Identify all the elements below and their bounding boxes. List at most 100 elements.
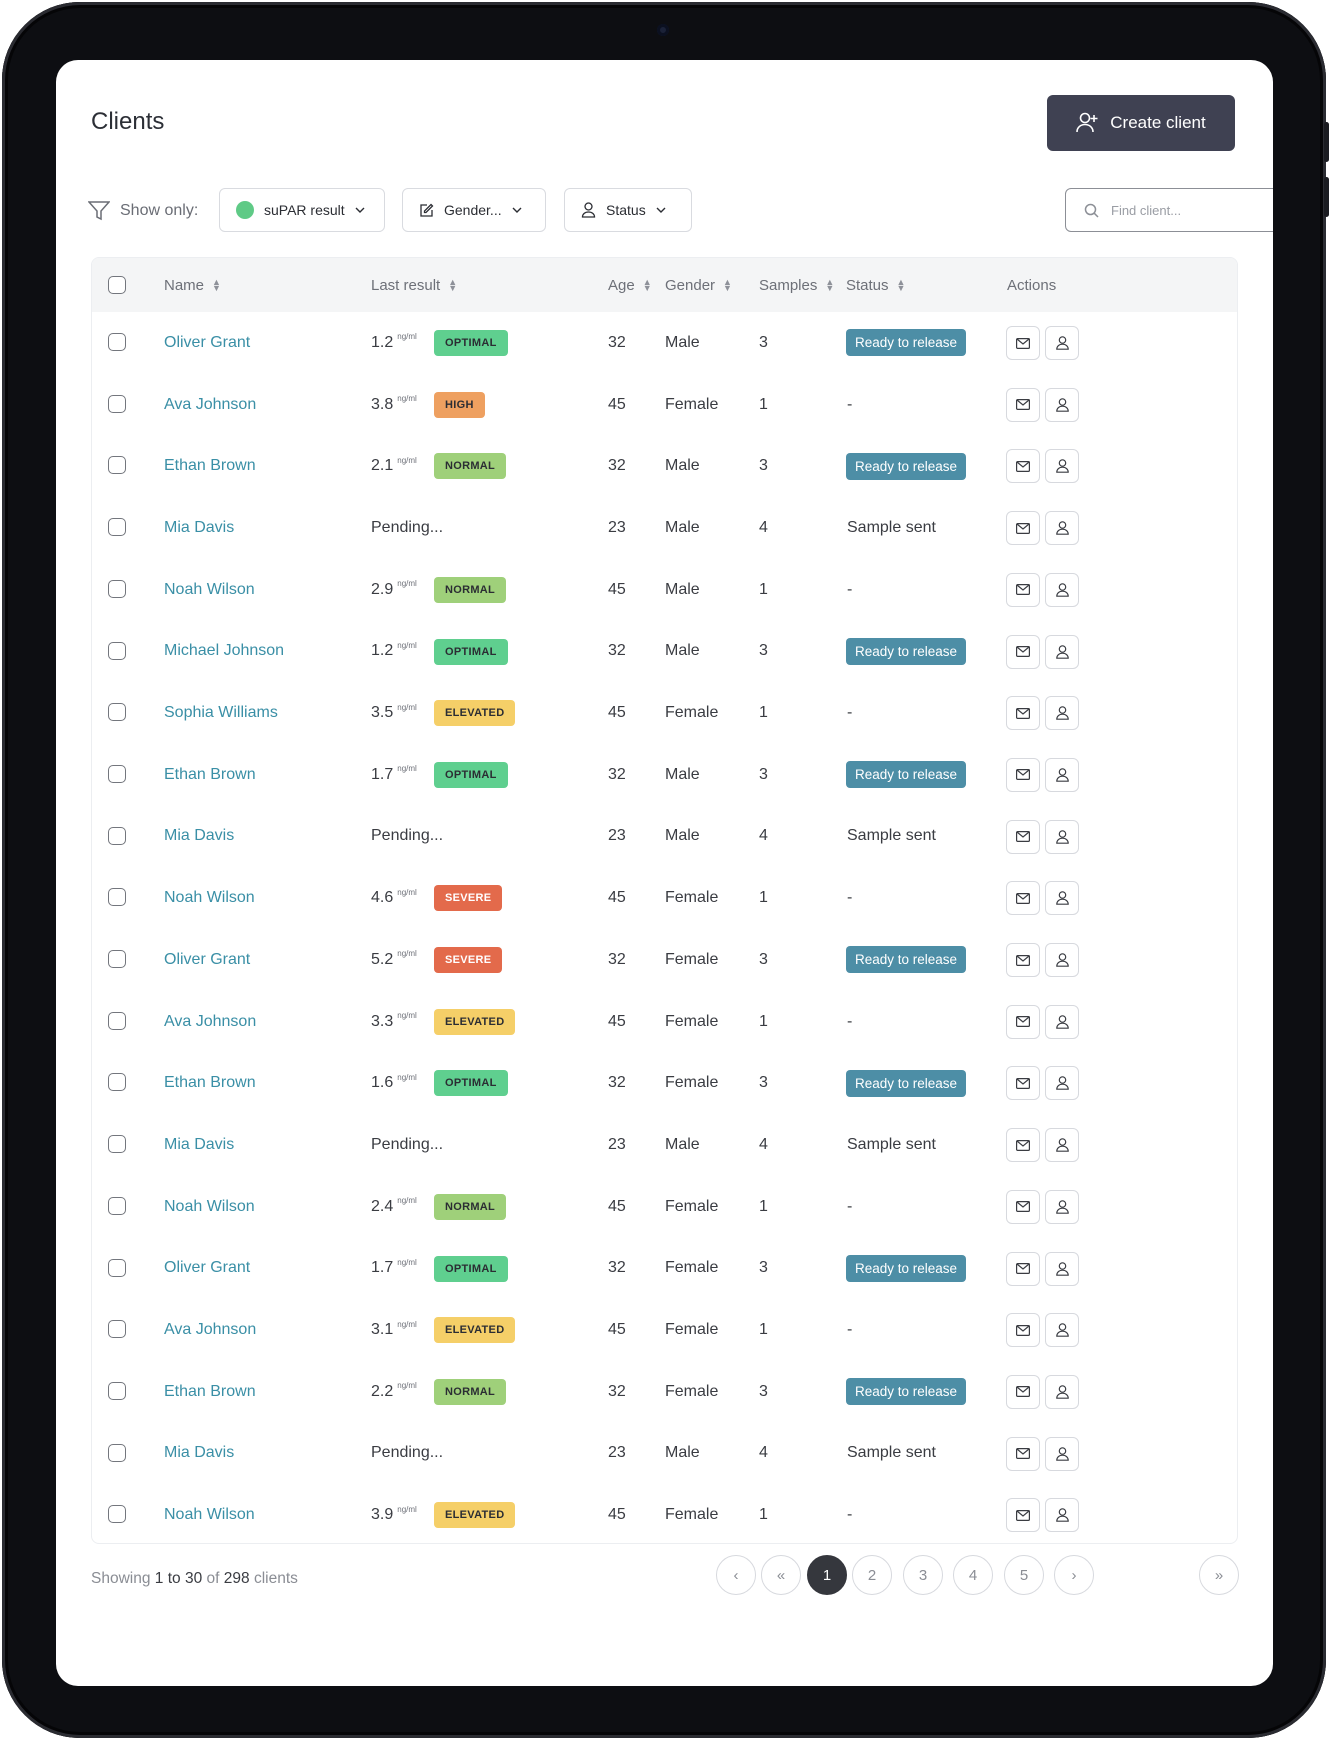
search-box[interactable] (1065, 188, 1273, 232)
view-client-button[interactable] (1045, 943, 1079, 977)
column-header-age[interactable]: Age ▲ ▼ (608, 258, 652, 312)
status-filter[interactable]: Status (564, 188, 692, 232)
email-client-button[interactable] (1006, 1004, 1040, 1039)
row-checkbox[interactable] (108, 333, 126, 351)
email-client-button[interactable] (1006, 634, 1040, 669)
supar-result-filter[interactable]: suPAR result (219, 188, 385, 232)
client-name-link[interactable]: Mia Davis (164, 518, 235, 536)
client-name-link[interactable]: Ethan Brown (164, 1382, 256, 1400)
last-page-button[interactable]: » (1199, 1555, 1239, 1595)
row-checkbox[interactable] (108, 394, 126, 413)
client-name-link[interactable]: Mia Davis (164, 1444, 235, 1462)
view-client-button[interactable] (1045, 1189, 1079, 1224)
first-page-button[interactable]: « (761, 1555, 801, 1595)
client-name-link[interactable]: Oliver Grant (164, 1259, 251, 1277)
client-name-link[interactable]: Noah Wilson (164, 1506, 255, 1524)
view-client-button[interactable] (1045, 881, 1079, 916)
row-checkbox[interactable] (108, 1443, 126, 1462)
search-input[interactable] (1109, 201, 1273, 219)
row-checkbox[interactable] (108, 1258, 126, 1277)
view-client-button[interactable] (1045, 572, 1079, 607)
page-button-4[interactable]: 4 (953, 1555, 993, 1595)
client-name-link[interactable]: Michael Johnson (164, 642, 285, 660)
row-checkbox[interactable] (108, 641, 126, 660)
page-button-2[interactable]: 2 (852, 1555, 892, 1595)
view-client-button[interactable] (1045, 326, 1079, 360)
view-client-button[interactable] (1045, 1128, 1079, 1163)
view-client-button[interactable] (1045, 1436, 1079, 1471)
view-client-button[interactable] (1045, 696, 1079, 731)
email-client-button[interactable] (1006, 326, 1040, 360)
email-client-button[interactable] (1006, 757, 1040, 792)
view-client-button[interactable] (1045, 387, 1079, 422)
email-client-button[interactable] (1006, 696, 1040, 731)
gender-filter[interactable]: Gender... (402, 188, 546, 232)
client-name-link[interactable]: Oliver Grant (164, 333, 251, 351)
page-button-1[interactable]: 1 (807, 1555, 847, 1595)
client-name-link[interactable]: Ava Johnson (164, 1012, 257, 1030)
client-name-link[interactable]: Ethan Brown (164, 765, 256, 783)
row-checkbox[interactable] (108, 1196, 126, 1215)
column-header-status[interactable]: Status ▲ ▼ (846, 258, 905, 312)
row-checkbox[interactable] (108, 950, 126, 968)
client-name-link[interactable]: Mia Davis (164, 827, 235, 845)
client-name-link[interactable]: Ethan Brown (164, 1074, 256, 1092)
row-checkbox[interactable] (108, 518, 126, 537)
view-client-button[interactable] (1045, 819, 1079, 854)
email-client-button[interactable] (1006, 1436, 1040, 1471)
row-checkbox[interactable] (108, 764, 126, 783)
email-client-button[interactable] (1006, 1313, 1040, 1348)
email-client-button[interactable] (1006, 1251, 1040, 1286)
view-client-button[interactable] (1045, 1374, 1079, 1409)
view-client-button[interactable] (1045, 1313, 1079, 1348)
client-name-link[interactable]: Sophia Williams (164, 704, 278, 722)
view-client-button[interactable] (1045, 757, 1079, 792)
email-client-button[interactable] (1006, 1498, 1040, 1533)
email-client-button[interactable] (1006, 1128, 1040, 1163)
email-client-button[interactable] (1006, 881, 1040, 916)
select-all-checkbox[interactable] (108, 276, 126, 294)
client-name-link[interactable]: Ava Johnson (164, 1321, 257, 1339)
row-checkbox[interactable] (108, 1320, 126, 1339)
column-header-name[interactable]: Name ▲ ▼ (164, 258, 221, 312)
client-name-link[interactable]: Ava Johnson (164, 395, 257, 413)
email-client-button[interactable] (1006, 1189, 1040, 1224)
email-client-button[interactable] (1006, 449, 1040, 484)
email-client-button[interactable] (1006, 572, 1040, 607)
create-client-button[interactable]: Create client (1047, 95, 1235, 151)
row-checkbox[interactable] (108, 1135, 126, 1154)
email-client-button[interactable] (1006, 511, 1040, 546)
view-client-button[interactable] (1045, 1498, 1079, 1533)
view-client-button[interactable] (1045, 1004, 1079, 1039)
page-button-3[interactable]: 3 (903, 1555, 943, 1595)
prev-page-button[interactable]: ‹ (716, 1555, 756, 1595)
column-header-samples[interactable]: Samples ▲ ▼ (759, 258, 834, 312)
column-header-gender[interactable]: Gender ▲ ▼ (665, 258, 732, 312)
client-name-link[interactable]: Noah Wilson (164, 889, 255, 907)
row-checkbox[interactable] (108, 579, 126, 598)
row-checkbox[interactable] (108, 888, 126, 907)
email-client-button[interactable] (1006, 1374, 1040, 1409)
row-checkbox[interactable] (108, 826, 126, 845)
column-header-last-result[interactable]: Last result ▲ ▼ (371, 258, 457, 312)
view-client-button[interactable] (1045, 634, 1079, 669)
row-checkbox[interactable] (108, 1505, 126, 1524)
client-name-link[interactable]: Mia Davis (164, 1135, 235, 1153)
view-client-button[interactable] (1045, 511, 1079, 546)
email-client-button[interactable] (1006, 819, 1040, 854)
client-name-link[interactable]: Noah Wilson (164, 580, 255, 598)
email-client-button[interactable] (1006, 387, 1040, 422)
email-client-button[interactable] (1006, 943, 1040, 977)
view-client-button[interactable] (1045, 1066, 1079, 1101)
row-checkbox[interactable] (108, 703, 126, 722)
client-name-link[interactable]: Ethan Brown (164, 457, 256, 475)
email-client-button[interactable] (1006, 1066, 1040, 1101)
row-checkbox[interactable] (108, 1381, 126, 1400)
view-client-button[interactable] (1045, 1251, 1079, 1286)
row-checkbox[interactable] (108, 456, 126, 475)
row-checkbox[interactable] (108, 1073, 126, 1092)
client-name-link[interactable]: Noah Wilson (164, 1197, 255, 1215)
next-page-button[interactable]: › (1054, 1555, 1094, 1595)
page-button-5[interactable]: 5 (1004, 1555, 1044, 1595)
client-name-link[interactable]: Oliver Grant (164, 950, 251, 968)
